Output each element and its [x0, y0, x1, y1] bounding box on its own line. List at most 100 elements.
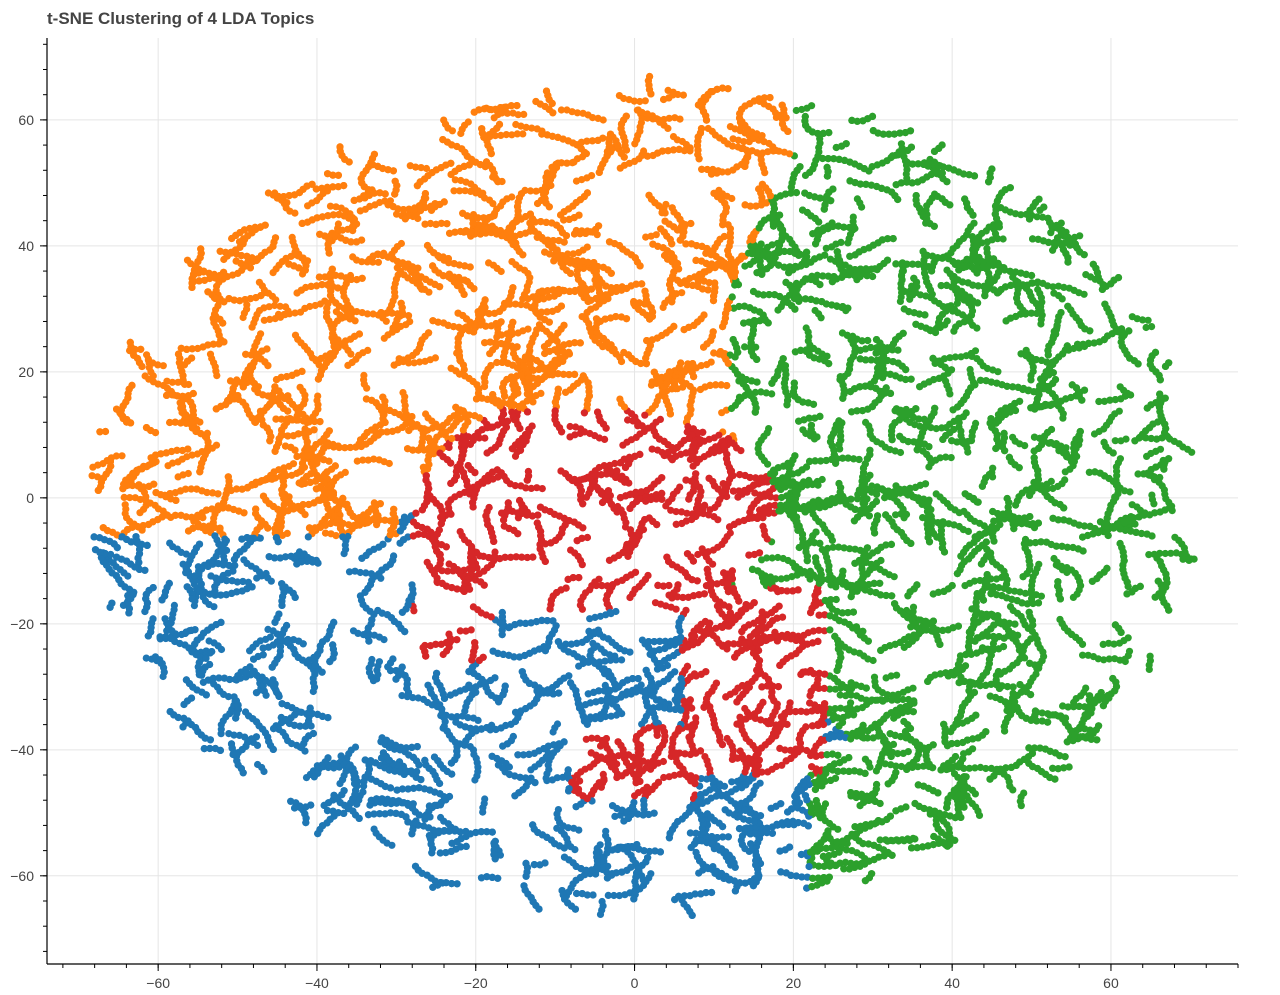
scatter-point: [578, 561, 586, 569]
scatter-point: [332, 308, 340, 316]
scatter-point: [638, 636, 647, 644]
scatter-point: [582, 735, 590, 743]
scatter-point: [121, 501, 129, 509]
scatter-point: [950, 327, 958, 335]
scatter-point: [481, 795, 489, 803]
scatter-point: [642, 233, 650, 241]
scatter-point: [889, 740, 898, 749]
scatter-point: [1111, 655, 1119, 663]
scatter-point: [862, 418, 870, 426]
scatter-point: [834, 825, 842, 833]
scatter-point: [990, 517, 998, 525]
chart-title: t-SNE Clustering of 4 LDA Topics: [47, 9, 315, 28]
scatter-point: [957, 353, 965, 361]
scatter-point: [253, 741, 262, 750]
scatter-point: [1076, 232, 1084, 240]
scatter-point: [759, 522, 767, 531]
scatter-point: [170, 601, 178, 610]
scatter-point: [951, 353, 960, 361]
scatter-point: [184, 469, 192, 478]
scatter-point: [669, 133, 678, 141]
scatter-point: [989, 464, 997, 472]
scatter-point: [572, 177, 581, 185]
scatter-point: [659, 303, 667, 311]
scatter-point: [932, 425, 940, 433]
scatter-point: [345, 568, 354, 576]
scatter-point: [461, 187, 469, 195]
scatter-point: [191, 572, 199, 580]
scatter-point: [811, 306, 819, 315]
scatter-point: [569, 250, 577, 258]
scatter-point: [341, 468, 349, 476]
scatter-point: [792, 106, 800, 115]
scatter-point: [973, 324, 981, 332]
scatter-point: [174, 458, 182, 466]
scatter-point: [922, 292, 930, 300]
scatter-point: [879, 697, 887, 705]
scatter-point: [220, 255, 228, 264]
scatter-point: [636, 97, 644, 106]
scatter-point: [1082, 271, 1090, 279]
scatter-point: [520, 110, 528, 118]
scatter-point: [136, 495, 144, 504]
scatter-point: [828, 536, 837, 545]
scatter-point: [893, 671, 901, 679]
scatter-point: [1144, 316, 1152, 324]
scatter-point: [459, 712, 467, 720]
scatter-point: [672, 605, 680, 613]
scatter-point: [1122, 435, 1130, 443]
scatter-point: [142, 654, 150, 662]
scatter-point: [340, 550, 348, 558]
scatter-point: [380, 636, 388, 644]
scatter-point: [594, 114, 602, 122]
scatter-point: [728, 778, 736, 786]
scatter-point: [883, 837, 892, 845]
scatter-point: [575, 249, 583, 257]
scatter-point: [1061, 476, 1069, 484]
scatter-point: [1148, 323, 1156, 331]
scatter-point: [563, 106, 571, 114]
scatter-point: [375, 658, 383, 666]
scatter-point: [679, 91, 688, 99]
scatter-point: [334, 220, 342, 228]
scatter-point: [720, 782, 729, 790]
scatter-points: [88, 72, 1198, 920]
scatter-point: [897, 140, 906, 148]
scatter-point: [870, 673, 879, 681]
scatter-point: [88, 472, 96, 480]
scatter-point: [143, 351, 151, 359]
scatter-point: [799, 426, 807, 434]
scatter-point: [205, 637, 213, 645]
scatter-point: [423, 558, 431, 566]
scatter-point: [1145, 665, 1153, 674]
scatter-point: [943, 317, 951, 325]
scatter-point: [1082, 684, 1090, 692]
scatter-point: [421, 357, 429, 365]
scatter-point: [647, 870, 655, 878]
scatter-point: [527, 766, 535, 774]
scatter-point: [444, 567, 452, 575]
scatter-point: [768, 390, 776, 398]
scatter-point: [689, 462, 697, 470]
scatter-point: [776, 744, 784, 753]
scatter-point: [678, 289, 686, 297]
scatter-point: [704, 124, 712, 133]
scatter-point: [557, 106, 566, 114]
scatter-point: [595, 575, 603, 583]
scatter-point: [566, 433, 574, 441]
scatter-point: [360, 371, 368, 379]
scatter-point: [554, 806, 563, 814]
scatter-point: [593, 734, 601, 743]
scatter-point: [456, 528, 464, 536]
scatter-point: [842, 846, 851, 854]
scatter-point: [485, 259, 493, 267]
scatter-point: [570, 824, 578, 832]
scatter-point: [301, 304, 309, 312]
scatter-point: [909, 603, 918, 611]
scatter-point: [368, 655, 376, 664]
scatter-point: [1115, 407, 1123, 415]
scatter-point: [946, 354, 954, 362]
scatter-point: [1034, 640, 1042, 648]
scatter-point: [353, 457, 361, 465]
scatter-point: [457, 129, 465, 138]
